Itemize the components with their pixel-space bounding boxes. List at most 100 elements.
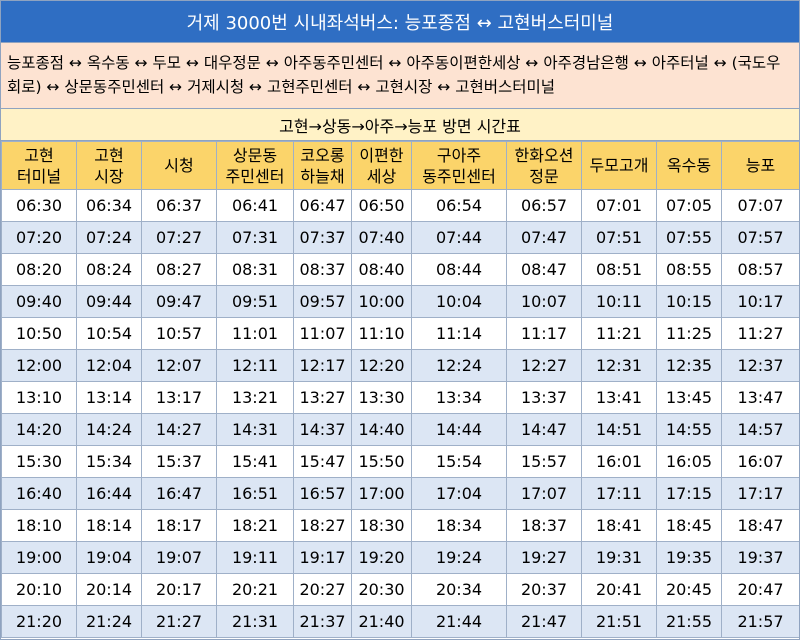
time-cell: 15:50	[351, 445, 412, 478]
header-text: 두모고개	[589, 156, 649, 175]
time-cell: 16:51	[216, 477, 294, 510]
time-cell: 13:14	[76, 381, 142, 414]
time-cell: 18:10	[1, 509, 77, 542]
header-cell: 상문동 주민센터	[216, 141, 294, 190]
time-cell: 07:44	[411, 221, 507, 254]
time-cell: 19:20	[351, 541, 412, 574]
time-cell: 07:57	[721, 221, 799, 254]
time-cell: 11:21	[581, 317, 657, 350]
time-cell: 13:41	[581, 381, 657, 414]
time-row: 08:20 08:24 08:27 08:31 08:37 08:40 08:44 08:47…	[1, 253, 799, 286]
header-text: 터미널	[16, 166, 62, 186]
time-cell: 11:25	[656, 317, 722, 350]
time-row: 16:40 16:44 16:47 16:51 16:57 17:00 17:04 17:07…	[1, 477, 799, 510]
time-cell: 06:41	[216, 189, 294, 222]
header-cell: 시청	[141, 141, 217, 190]
header-cell: 옥수동	[656, 141, 722, 190]
time-cell: 07:27	[141, 221, 217, 254]
time-cell: 20:37	[506, 573, 582, 606]
time-cell: 18:27	[293, 509, 352, 542]
time-cell: 18:47	[721, 509, 799, 542]
time-cell: 15:57	[506, 445, 582, 478]
time-cell: 14:44	[411, 413, 507, 446]
time-row: 18:10 18:14 18:17 18:21 18:27 18:30 18:34 18:37…	[1, 509, 799, 542]
table-caption: 고현→상동→아주→능포 방면 시간표	[1, 109, 799, 141]
time-cell: 20:30	[351, 573, 412, 606]
time-cell: 10:00	[351, 285, 412, 318]
time-cell: 19:11	[216, 541, 294, 574]
header-cell: 고현 시장	[76, 141, 142, 190]
time-cell: 14:31	[216, 413, 294, 446]
time-cell: 06:47	[293, 189, 352, 222]
route: 능포종점 ↔ 옥수동 ↔ 두모 ↔ 대우정문 ↔ 아주동주민센터 ↔ 아주동이편…	[1, 43, 799, 109]
time-cell: 18:41	[581, 509, 657, 542]
time-row: 21:20 21:24 21:27 21:31 21:37 21:40 21:44 21:47…	[1, 605, 799, 638]
time-cell: 10:57	[141, 317, 217, 350]
time-cell: 14:47	[506, 413, 582, 446]
time-cell: 14:20	[1, 413, 77, 446]
time-row: 06:30 06:34 06:37 06:41 06:47 06:50 06:54 06:57…	[1, 189, 799, 222]
time-cell: 20:21	[216, 573, 294, 606]
time-row: 20:10 20:14 20:17 20:21 20:27 20:30 20:34 20:37…	[1, 573, 799, 606]
time-cell: 06:50	[351, 189, 412, 222]
time-cell: 12:04	[76, 349, 142, 382]
time-cell: 11:14	[411, 317, 507, 350]
time-cell: 18:45	[656, 509, 722, 542]
time-cell: 06:30	[1, 189, 77, 222]
time-cell: 08:44	[411, 253, 507, 286]
time-cell: 12:27	[506, 349, 582, 382]
time-cell: 18:30	[351, 509, 412, 542]
time-cell: 21:44	[411, 605, 507, 638]
time-cell: 20:45	[656, 573, 722, 606]
time-cell: 11:01	[216, 317, 294, 350]
time-cell: 08:57	[721, 253, 799, 286]
header-cell: 능포	[721, 141, 799, 190]
time-cell: 18:21	[216, 509, 294, 542]
time-cell: 11:17	[506, 317, 582, 350]
time-cell: 21:51	[581, 605, 657, 638]
time-cell: 12:00	[1, 349, 77, 382]
time-cell: 10:17	[721, 285, 799, 318]
time-row: 13:10 13:14 13:17 13:21 13:27 13:30 13:34 13:37…	[1, 381, 799, 414]
time-cell: 21:27	[141, 605, 217, 638]
header-text: 상문동	[232, 145, 278, 165]
time-cell: 14:40	[351, 413, 412, 446]
time-cell: 11:27	[721, 317, 799, 350]
time-cell: 15:34	[76, 445, 142, 478]
time-cell: 19:35	[656, 541, 722, 574]
time-cell: 17:15	[656, 477, 722, 510]
time-cell: 07:01	[581, 189, 657, 222]
header-text: 하늘채	[300, 166, 345, 186]
time-cell: 15:37	[141, 445, 217, 478]
time-cell: 13:21	[216, 381, 294, 414]
time-cell: 11:07	[293, 317, 352, 350]
time-cell: 07:20	[1, 221, 77, 254]
time-cell: 17:00	[351, 477, 412, 510]
time-cell: 08:51	[581, 253, 657, 286]
time-cell: 06:57	[506, 189, 582, 222]
time-cell: 06:37	[141, 189, 217, 222]
time-cell: 15:47	[293, 445, 352, 478]
time-cell: 16:40	[1, 477, 77, 510]
time-cell: 14:51	[581, 413, 657, 446]
time-cell: 14:57	[721, 413, 799, 446]
time-cell: 20:14	[76, 573, 142, 606]
time-cell: 20:10	[1, 573, 77, 606]
time-cell: 09:40	[1, 285, 77, 318]
time-cell: 14:37	[293, 413, 352, 446]
time-cell: 13:10	[1, 381, 77, 414]
time-cell: 07:55	[656, 221, 722, 254]
time-cell: 10:11	[581, 285, 657, 318]
time-cell: 06:54	[411, 189, 507, 222]
time-cell: 10:07	[506, 285, 582, 318]
time-cell: 07:40	[351, 221, 412, 254]
header-text: 능포	[745, 156, 776, 175]
time-cell: 08:31	[216, 253, 294, 286]
time-cell: 13:45	[656, 381, 722, 414]
header-text: 구아주	[436, 145, 482, 165]
time-cell: 12:24	[411, 349, 507, 382]
time-cell: 12:35	[656, 349, 722, 382]
header-text: 고현	[24, 145, 54, 165]
time-cell: 21:55	[656, 605, 722, 638]
